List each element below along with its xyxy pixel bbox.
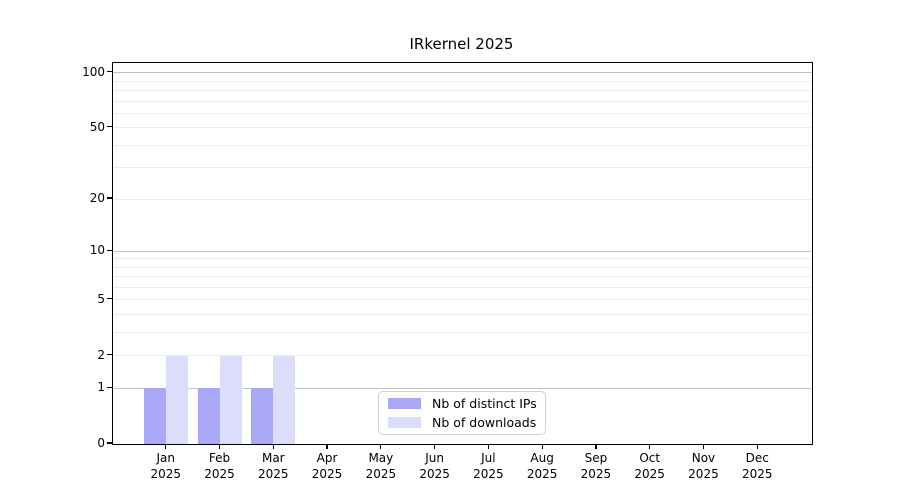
gridline-major (113, 387, 812, 389)
x-tick-month: Jan (156, 451, 176, 465)
y-tick-label: 10 (89, 243, 105, 258)
x-tick-year: 2025 (311, 467, 343, 481)
x-tick-label: Sep 2025 (563, 450, 629, 482)
y-axis-tick (107, 197, 112, 199)
gridline-minor (113, 266, 812, 268)
x-axis-tick (380, 444, 382, 449)
x-axis-tick (541, 444, 543, 449)
x-axis-tick (165, 444, 167, 449)
x-tick-month: Jul (481, 451, 496, 465)
gridline-minor (113, 144, 812, 146)
x-tick-label: May 2025 (348, 450, 414, 482)
x-tick-month: Dec (745, 451, 769, 465)
gridline-minor (113, 167, 812, 169)
y-axis-tick (107, 298, 112, 300)
x-tick-year: 2025 (580, 467, 612, 481)
x-axis-tick (272, 444, 274, 449)
x-tick-label: Oct 2025 (617, 450, 683, 482)
x-tick-label: Jan 2025 (133, 450, 199, 482)
x-axis-tick (218, 444, 221, 449)
gridline-minor (113, 355, 812, 357)
legend: Nb of distinct IPs Nb of downloads (378, 391, 546, 435)
x-tick-year: 2025 (204, 467, 235, 481)
y-axis-tick (107, 386, 112, 388)
gridline-minor (113, 258, 812, 260)
chart-title: IRkernel 2025 (409, 35, 514, 53)
x-axis-tick (487, 444, 489, 449)
bar-nb-of-distinct-ips-jan-2025 (143, 388, 166, 444)
x-axis-tick (702, 444, 705, 449)
x-tick-label: Jun 2025 (402, 450, 468, 482)
x-axis-tick (756, 444, 758, 449)
x-tick-year: 2025 (258, 467, 289, 481)
gridline-major (113, 250, 812, 252)
x-tick-label: Dec 2025 (724, 450, 790, 482)
gridline-minor (113, 112, 812, 114)
x-axis-tick (326, 444, 328, 449)
x-tick-label: Nov 2025 (670, 450, 736, 482)
x-tick-year: 2025 (634, 467, 665, 481)
gridline-minor (113, 100, 812, 102)
y-axis-tick (107, 71, 112, 73)
x-tick-year: 2025 (688, 467, 719, 481)
gridline-minor (113, 299, 812, 301)
bar-nb-of-distinct-ips-feb-2025 (197, 388, 220, 444)
y-axis-tick (107, 442, 112, 444)
gridline-minor (113, 89, 812, 91)
x-axis-tick (649, 444, 651, 449)
y-tick-label: 100 (82, 64, 105, 79)
bar-nb-of-downloads-feb-2025 (219, 355, 242, 444)
x-tick-month: Sep (584, 451, 608, 465)
x-tick-year: 2025 (741, 467, 773, 481)
x-axis-tick (434, 444, 436, 449)
y-tick-label: 5 (97, 291, 105, 306)
x-tick-month: Nov (691, 451, 716, 465)
x-tick-month: Oct (639, 451, 661, 465)
x-tick-year: 2025 (365, 467, 397, 481)
bar-nb-of-downloads-jan-2025 (165, 355, 188, 444)
x-tick-year: 2025 (526, 467, 558, 481)
legend-item: Nb of downloads (388, 415, 536, 431)
bar-nb-of-downloads-mar-2025 (273, 355, 296, 444)
x-tick-month: Feb (208, 451, 231, 465)
legend-swatch-downloads (388, 416, 421, 428)
y-axis-tick (107, 249, 112, 251)
gridline-minor (113, 80, 812, 82)
y-tick-label: 50 (89, 119, 105, 134)
x-tick-label: Apr 2025 (294, 450, 360, 482)
plot-area (112, 62, 813, 445)
gridline-major (113, 72, 812, 74)
x-tick-month: Aug (530, 451, 554, 465)
legend-label: Nb of distinct IPs (432, 396, 537, 412)
gridline-minor (113, 198, 812, 200)
gridline-minor (113, 127, 812, 129)
y-axis-tick (107, 354, 112, 356)
legend-item: Nb of distinct IPs (388, 396, 537, 412)
y-tick-label: 20 (89, 191, 105, 206)
x-axis-tick (595, 444, 597, 449)
gridline-minor (113, 331, 812, 333)
y-tick-label: 1 (97, 380, 105, 395)
gridline-minor (113, 276, 812, 278)
y-tick-label: 2 (97, 347, 105, 362)
x-tick-month: Jun (425, 451, 444, 465)
y-axis-tick (107, 126, 112, 128)
x-tick-label: Aug 2025 (509, 450, 575, 482)
bar-nb-of-distinct-ips-mar-2025 (251, 388, 274, 444)
legend-swatch-distinct-ips (388, 398, 421, 410)
x-tick-label: Jul 2025 (455, 450, 521, 482)
x-tick-year: 2025 (150, 467, 182, 481)
x-tick-label: Feb 2025 (187, 450, 253, 482)
x-tick-year: 2025 (419, 467, 450, 481)
x-tick-year: 2025 (473, 467, 504, 481)
x-tick-label: Mar 2025 (240, 450, 306, 482)
x-tick-month: Apr (316, 451, 338, 465)
gridline-minor (113, 286, 812, 288)
gridline-minor (113, 314, 812, 316)
y-tick-label: 0 (97, 436, 105, 450)
legend-label: Nb of downloads (432, 414, 537, 430)
x-tick-month: May (368, 451, 394, 465)
x-tick-month: Mar (261, 451, 285, 465)
